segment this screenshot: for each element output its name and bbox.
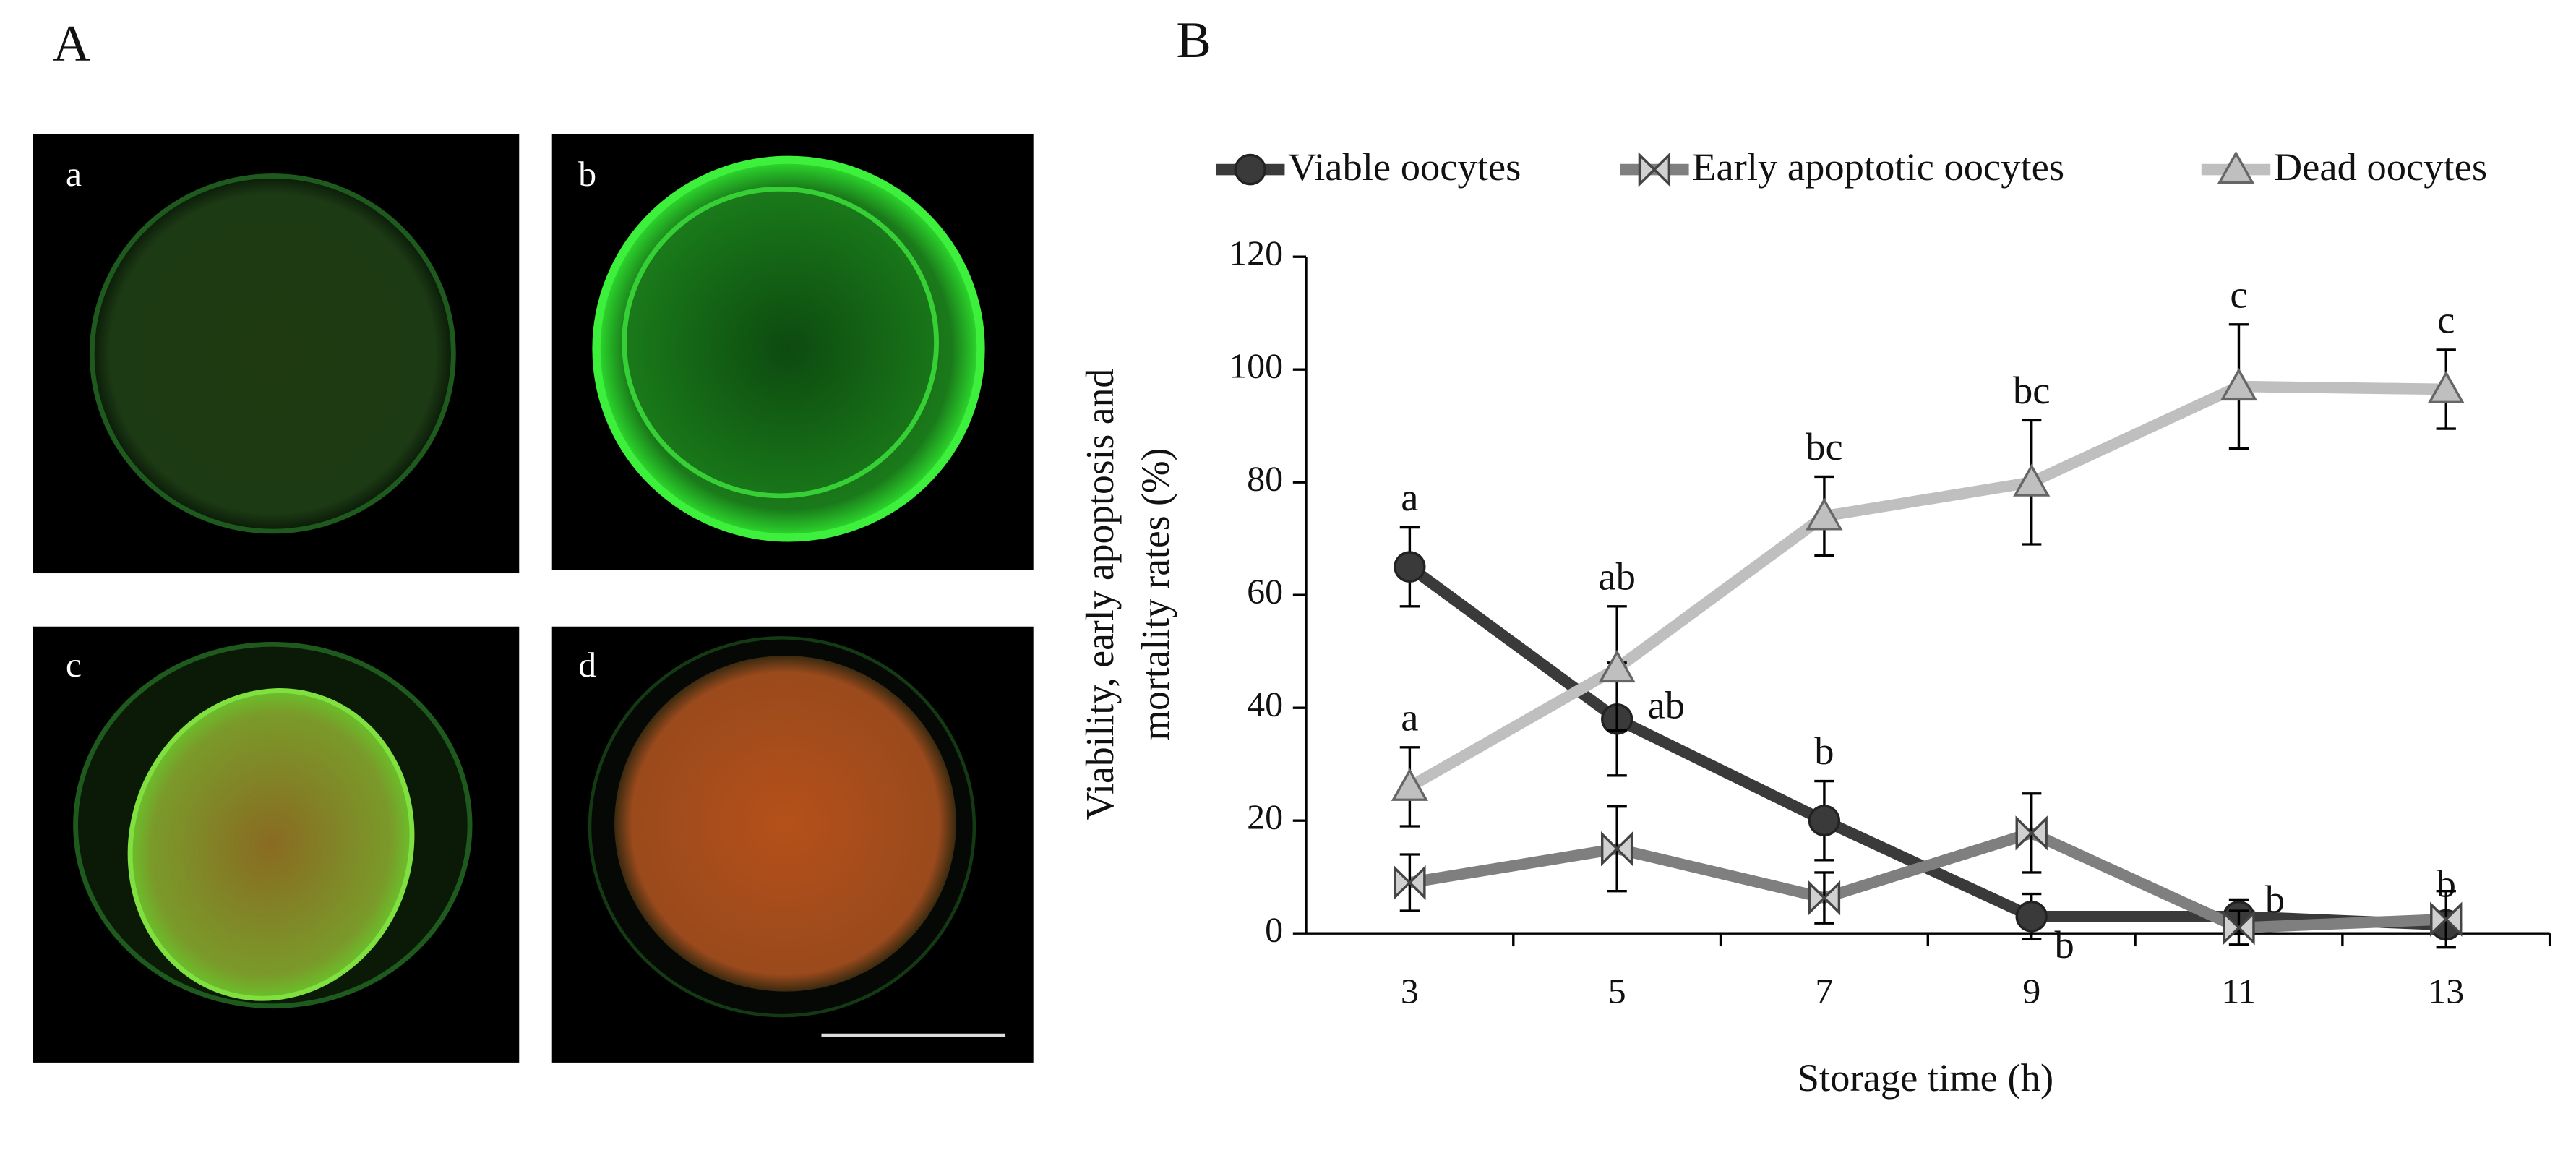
legend-label: Viable oocytes bbox=[1288, 146, 1521, 189]
x-axis-label: Storage time (h) bbox=[1798, 1056, 2053, 1099]
subpanel-label: c bbox=[66, 645, 82, 685]
x-tick-label: 5 bbox=[1608, 972, 1626, 1011]
y-axis-label: mortality rates (%) bbox=[1134, 448, 1178, 741]
y-tick-label: 60 bbox=[1247, 572, 1283, 612]
y-tick-label: 0 bbox=[1265, 910, 1283, 950]
significance-label: c bbox=[2230, 273, 2247, 316]
marker bbox=[1600, 831, 1633, 867]
significance-label: b bbox=[2265, 878, 2285, 921]
y-tick-label: 80 bbox=[1247, 459, 1283, 499]
legend-label: Early apoptotic oocytes bbox=[1692, 146, 2064, 189]
subpanel-label: a bbox=[66, 154, 82, 194]
y-axis-label: Viability, early apoptosis and bbox=[1078, 369, 1122, 820]
significance-label: b bbox=[2055, 923, 2074, 966]
significance-label: a bbox=[1401, 696, 1418, 739]
legend-item: Dead oocytes bbox=[2201, 146, 2487, 189]
x-tick-label: 7 bbox=[1815, 972, 1833, 1011]
x-tick-label: 3 bbox=[1401, 972, 1419, 1011]
marker bbox=[1598, 649, 1636, 683]
micrograph: c bbox=[33, 626, 520, 1063]
legend-label: Dead oocytes bbox=[2274, 146, 2487, 189]
series-line bbox=[1409, 827, 2447, 934]
marker bbox=[1638, 152, 1671, 187]
marker bbox=[2015, 901, 2048, 933]
marker bbox=[1806, 497, 1843, 531]
series-line bbox=[1407, 380, 2447, 792]
panel-label: A bbox=[53, 14, 91, 72]
x-tick-label: 11 bbox=[2221, 972, 2256, 1011]
y-tick-label: 100 bbox=[1229, 346, 1283, 386]
marker bbox=[1808, 880, 1841, 916]
subpanel-label: d bbox=[578, 645, 596, 685]
marker bbox=[2223, 910, 2255, 946]
legend-item: Viable oocytes bbox=[1215, 146, 1521, 189]
significance-label: a bbox=[1401, 476, 1418, 519]
x-tick-label: 13 bbox=[2428, 972, 2464, 1011]
marker bbox=[2015, 815, 2048, 851]
marker bbox=[2217, 150, 2255, 184]
micrograph: b bbox=[551, 134, 1034, 570]
marker bbox=[1234, 153, 1266, 186]
marker bbox=[1808, 805, 1841, 836]
marker bbox=[2430, 901, 2463, 937]
marker bbox=[2220, 367, 2258, 401]
micrograph: a bbox=[33, 134, 520, 574]
y-tick-label: 120 bbox=[1229, 233, 1283, 273]
significance-label: ab bbox=[1648, 684, 1685, 726]
significance-label: b bbox=[1814, 730, 1834, 773]
marker bbox=[2427, 370, 2465, 404]
subpanel-label: b bbox=[578, 154, 596, 194]
marker bbox=[1391, 768, 1429, 801]
marker bbox=[1394, 551, 1426, 583]
significance-label: c bbox=[2437, 299, 2455, 341]
significance-label: bc bbox=[1806, 425, 1842, 468]
marker bbox=[1394, 865, 1426, 901]
significance-label: ab bbox=[1598, 555, 1635, 598]
panel-label: B bbox=[1176, 12, 1211, 69]
y-tick-label: 40 bbox=[1247, 685, 1283, 724]
significance-label: bc bbox=[2013, 369, 2050, 411]
x-tick-label: 9 bbox=[2022, 972, 2040, 1011]
y-tick-label: 20 bbox=[1247, 797, 1283, 837]
legend-item: Early apoptotic oocytes bbox=[1620, 146, 2064, 189]
marker bbox=[2013, 463, 2051, 497]
micrograph: d bbox=[551, 626, 1034, 1063]
